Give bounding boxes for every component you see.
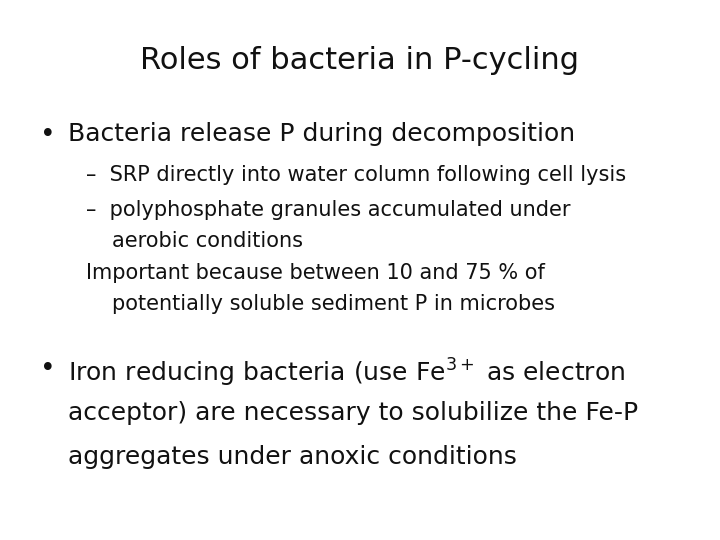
Text: –  SRP directly into water column following cell lysis: – SRP directly into water column followi… [86, 165, 626, 185]
Text: •: • [40, 356, 55, 382]
Text: potentially soluble sediment P in microbes: potentially soluble sediment P in microb… [112, 294, 554, 314]
Text: Iron reducing bacteria (use Fe$^{3+}$ as electron: Iron reducing bacteria (use Fe$^{3+}$ as… [68, 356, 626, 389]
Text: acceptor) are necessary to solubilize the Fe-P: acceptor) are necessary to solubilize th… [68, 401, 639, 424]
Text: Important because between 10 and 75 % of: Important because between 10 and 75 % of [86, 263, 545, 283]
Text: Bacteria release P during decomposition: Bacteria release P during decomposition [68, 122, 575, 145]
Text: •: • [40, 122, 55, 147]
Text: Roles of bacteria in P-cycling: Roles of bacteria in P-cycling [140, 46, 580, 75]
Text: aerobic conditions: aerobic conditions [112, 231, 302, 251]
Text: –  polyphosphate granules accumulated under: – polyphosphate granules accumulated und… [86, 200, 571, 220]
Text: aggregates under anoxic conditions: aggregates under anoxic conditions [68, 445, 517, 469]
